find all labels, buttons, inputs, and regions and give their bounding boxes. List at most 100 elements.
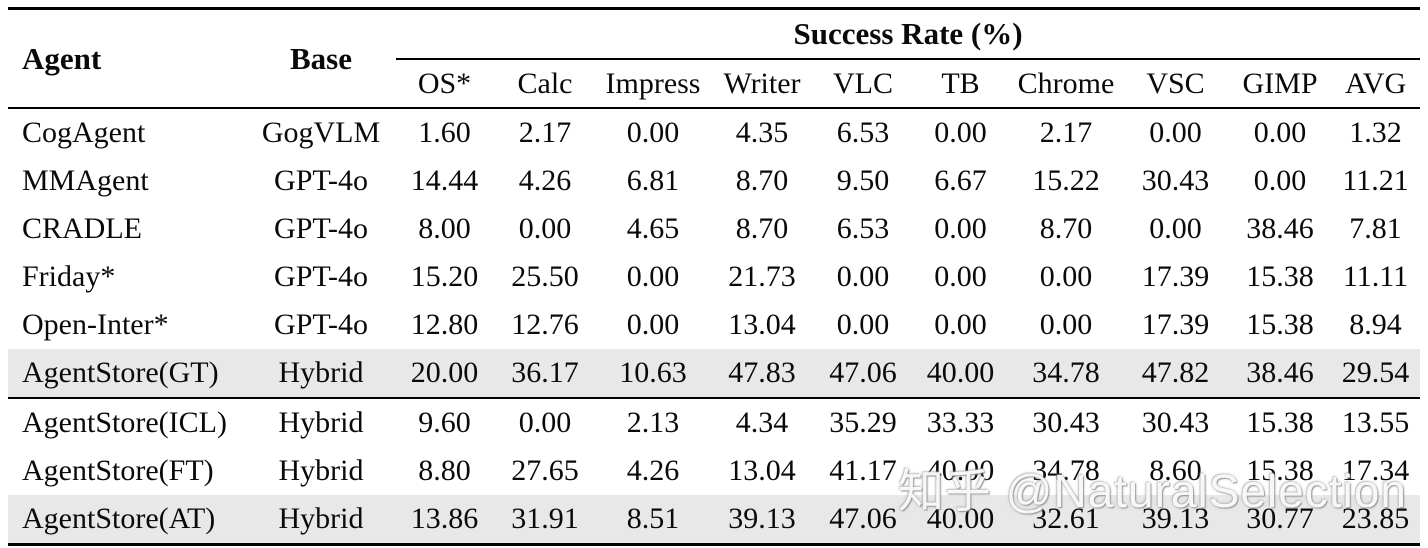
cell-value: 25.50 <box>511 260 579 293</box>
cell-value: 2.17 <box>1039 116 1093 149</box>
cell-value: 41.17 <box>829 454 897 487</box>
cell-value: 4.26 <box>518 164 572 197</box>
cell-value: 15.38 <box>1246 454 1314 487</box>
cell-value: 0.00 <box>518 212 572 245</box>
cell-value: 6.67 <box>934 164 987 197</box>
cell-value: 23.85 <box>1341 502 1410 535</box>
cell-base: Hybrid <box>278 502 364 535</box>
table-row-open-inter: Open-Inter* GPT-4o 12.80 12.76 0.00 13.0… <box>8 301 1420 349</box>
cell-value: 0.00 <box>1039 260 1093 293</box>
cell-value: 0.00 <box>934 212 987 245</box>
cell-value: 12.76 <box>511 308 579 341</box>
cell-value: 30.43 <box>1141 164 1210 197</box>
cell-value: 8.00 <box>418 212 471 245</box>
cell-value: 8.94 <box>1349 308 1402 341</box>
cell-value: 8.51 <box>626 502 680 535</box>
cell-value: 35.29 <box>829 406 897 439</box>
cell-value: 6.53 <box>836 212 890 245</box>
cell-base: GPT-4o <box>274 212 368 245</box>
table-header: Agent Base Success Rate (%) OS* Calc Imp… <box>8 8 1421 108</box>
table-row-agentstore-icl: AgentStore(ICL) Hybrid 9.60 0.00 2.13 4.… <box>8 398 1420 447</box>
table-row-cogagent: CogAgent GogVLM 1.60 2.17 0.00 4.35 6.53… <box>8 108 1420 157</box>
cell-value: 0.00 <box>1149 212 1202 245</box>
cell-value: 0.00 <box>1253 164 1307 197</box>
cell-value: 13.86 <box>410 502 479 535</box>
cell-base: Hybrid <box>278 454 364 487</box>
cell-value: 8.70 <box>735 164 789 197</box>
cell-value: 30.43 <box>1032 406 1100 439</box>
cell-value: 1.32 <box>1349 116 1402 149</box>
cell-value: 10.63 <box>619 356 687 389</box>
col-header-vsc: VSC <box>1146 66 1205 100</box>
cell-value: 11.11 <box>1342 260 1409 293</box>
cell-agent: AgentStore(AT) <box>22 502 216 535</box>
cell-value: 29.54 <box>1341 356 1410 389</box>
cell-value: 34.78 <box>1032 356 1100 389</box>
cell-value: 38.46 <box>1246 212 1314 245</box>
cell-value: 40.00 <box>926 454 995 487</box>
cell-base: Hybrid <box>278 406 364 439</box>
table-body: CogAgent GogVLM 1.60 2.17 0.00 4.35 6.53… <box>8 108 1421 545</box>
cell-value: 47.82 <box>1141 356 1210 389</box>
cell-value: 38.46 <box>1246 356 1314 389</box>
cell-value: 15.22 <box>1032 164 1100 197</box>
cell-value: 11.21 <box>1342 164 1409 197</box>
cell-value: 47.83 <box>728 356 796 389</box>
cell-value: 0.00 <box>836 260 890 293</box>
cell-base: Hybrid <box>278 356 364 389</box>
cell-value: 34.78 <box>1032 454 1100 487</box>
cell-value: 7.81 <box>1349 212 1402 245</box>
cell-value: 0.00 <box>626 260 680 293</box>
cell-value: 15.38 <box>1246 260 1314 293</box>
cell-value: 20.00 <box>410 356 479 389</box>
cell-value: 0.00 <box>1039 308 1093 341</box>
cell-value: 31.91 <box>511 502 579 535</box>
cell-value: 39.13 <box>728 502 796 535</box>
cell-value: 12.80 <box>410 308 479 341</box>
cell-value: 17.39 <box>1141 260 1210 293</box>
cell-value: 33.33 <box>926 406 995 439</box>
table-row-cradle: CRADLE GPT-4o 8.00 0.00 4.65 8.70 6.53 0… <box>8 205 1420 253</box>
cell-value: 0.00 <box>934 116 987 149</box>
col-header-tb: TB <box>941 66 980 100</box>
cell-agent: AgentStore(FT) <box>22 454 214 487</box>
cell-value: 2.17 <box>518 116 572 149</box>
cell-value: 8.70 <box>1039 212 1093 245</box>
cell-value: 0.00 <box>626 116 680 149</box>
cell-value: 0.00 <box>1149 116 1202 149</box>
cell-value: 13.04 <box>728 308 796 341</box>
cell-value: 47.06 <box>829 356 897 389</box>
cell-value: 8.70 <box>735 212 789 245</box>
table-row-mmagent: MMAgent GPT-4o 14.44 4.26 6.81 8.70 9.50… <box>8 157 1420 205</box>
cell-value: 6.53 <box>836 116 890 149</box>
cell-base: GPT-4o <box>274 260 368 293</box>
table-row-agentstore-ft: AgentStore(FT) Hybrid 8.80 27.65 4.26 13… <box>8 447 1420 495</box>
cell-value: 21.73 <box>728 260 796 293</box>
cell-value: 0.00 <box>626 308 680 341</box>
cell-value: 0.00 <box>934 260 987 293</box>
col-header-os: OS* <box>417 66 472 100</box>
col-header-calc: Calc <box>517 66 573 100</box>
cell-agent: CRADLE <box>22 212 142 245</box>
col-header-base: Base <box>290 40 352 76</box>
cell-value: 30.77 <box>1246 502 1314 535</box>
col-header-vlc: VLC <box>833 66 893 100</box>
cell-value: 15.20 <box>410 260 479 293</box>
cell-agent: AgentStore(ICL) <box>22 406 227 439</box>
cell-value: 47.06 <box>829 502 897 535</box>
col-header-agent: Agent <box>22 40 102 76</box>
table-row-agentstore-gt: AgentStore(GT) Hybrid 20.00 36.17 10.63 … <box>8 349 1421 398</box>
cell-value: 4.34 <box>735 406 789 439</box>
cell-value: 14.44 <box>410 164 479 197</box>
cell-value: 6.81 <box>626 164 680 197</box>
cell-agent: MMAgent <box>22 164 149 197</box>
cell-value: 15.38 <box>1246 308 1314 341</box>
cell-value: 17.39 <box>1141 308 1210 341</box>
cell-value: 30.43 <box>1141 406 1210 439</box>
cell-value: 17.34 <box>1341 454 1410 487</box>
cell-value: 9.50 <box>836 164 890 197</box>
cell-agent: Friday* <box>22 260 116 293</box>
cell-value: 8.60 <box>1149 454 1202 487</box>
col-header-gimp: GIMP <box>1242 66 1318 100</box>
